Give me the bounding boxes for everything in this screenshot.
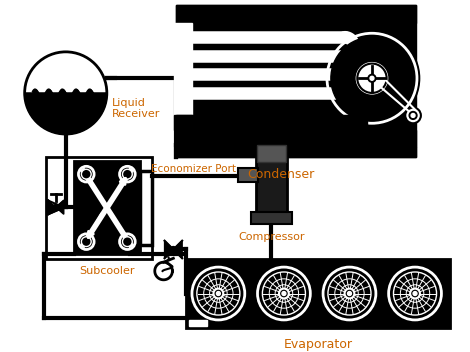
Bar	[186, 259, 450, 328]
Polygon shape	[164, 241, 173, 258]
Bar	[174, 23, 192, 115]
Bar	[176, 5, 416, 157]
Circle shape	[197, 272, 240, 315]
Circle shape	[119, 234, 135, 250]
Circle shape	[123, 237, 132, 246]
Circle shape	[389, 267, 441, 320]
Circle shape	[325, 31, 419, 125]
Circle shape	[370, 76, 374, 80]
Polygon shape	[48, 201, 56, 214]
Text: Receiver: Receiver	[112, 109, 160, 119]
Circle shape	[405, 108, 421, 123]
Circle shape	[262, 272, 306, 315]
Bar	[178, 23, 369, 115]
Circle shape	[409, 112, 417, 119]
Circle shape	[410, 289, 420, 298]
Circle shape	[24, 52, 107, 134]
Text: Economizer Port: Economizer Port	[151, 164, 236, 174]
Bar	[140, 171, 152, 245]
Bar	[251, 212, 292, 224]
Text: Subcooler: Subcooler	[79, 266, 134, 276]
Text: Liquid: Liquid	[112, 98, 146, 108]
Circle shape	[327, 33, 417, 123]
Bar	[46, 157, 152, 259]
Circle shape	[368, 74, 376, 82]
Bar	[257, 145, 286, 162]
Bar	[238, 168, 258, 182]
Circle shape	[216, 291, 220, 295]
Bar	[176, 130, 416, 147]
Polygon shape	[56, 201, 64, 214]
Circle shape	[331, 37, 413, 119]
Circle shape	[279, 289, 289, 298]
Polygon shape	[173, 241, 182, 258]
Bar	[176, 115, 367, 130]
Circle shape	[347, 291, 352, 295]
Circle shape	[413, 291, 417, 295]
Circle shape	[345, 289, 354, 298]
Bar	[176, 147, 416, 157]
Circle shape	[192, 267, 245, 320]
Text: Compressor: Compressor	[238, 232, 305, 242]
Text: Condenser: Condenser	[247, 168, 314, 181]
Polygon shape	[24, 93, 107, 134]
Bar	[174, 115, 192, 130]
Circle shape	[282, 291, 286, 295]
Circle shape	[213, 289, 223, 298]
Circle shape	[123, 169, 132, 179]
Circle shape	[411, 113, 415, 118]
Bar	[74, 162, 140, 254]
Bar	[189, 320, 207, 326]
Circle shape	[258, 267, 310, 320]
Circle shape	[81, 237, 91, 246]
Circle shape	[328, 272, 371, 315]
Circle shape	[53, 205, 59, 210]
Circle shape	[78, 166, 94, 182]
Circle shape	[356, 63, 388, 94]
Circle shape	[171, 246, 176, 252]
Bar	[256, 145, 287, 218]
Circle shape	[393, 272, 437, 315]
Bar	[176, 5, 416, 23]
Circle shape	[323, 267, 376, 320]
Circle shape	[81, 169, 91, 179]
Circle shape	[119, 166, 135, 182]
Circle shape	[357, 64, 387, 93]
Circle shape	[78, 234, 94, 250]
Text: Evaporator: Evaporator	[284, 338, 352, 351]
